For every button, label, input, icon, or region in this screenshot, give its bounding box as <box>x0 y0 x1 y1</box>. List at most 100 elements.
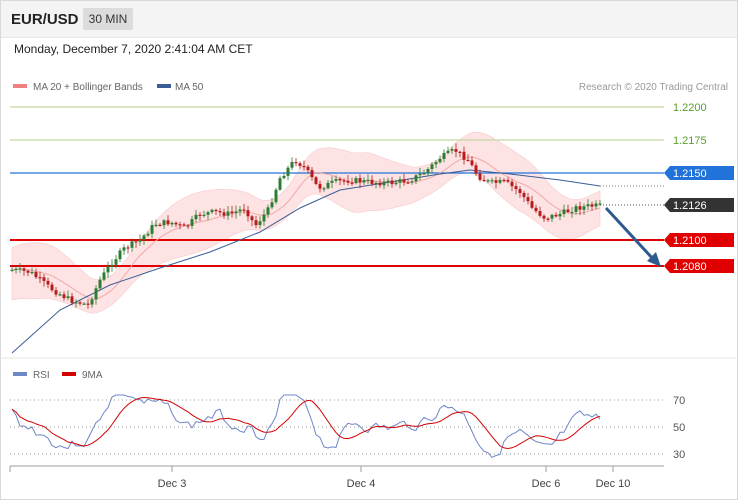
candle-body <box>58 294 62 296</box>
legend-9ma-label: 9MA <box>82 370 103 381</box>
candle-body <box>62 294 66 299</box>
candle-body <box>314 177 318 184</box>
x-label-dec10: Dec 10 <box>596 478 631 490</box>
candle-body <box>494 180 498 183</box>
candle-body <box>430 164 434 169</box>
level-1-2175: 1.2175 <box>673 135 707 147</box>
candle-body <box>538 211 542 216</box>
candle-body <box>406 182 410 184</box>
candle-body <box>318 183 322 189</box>
candle-body <box>50 284 54 291</box>
candle-body <box>462 151 466 160</box>
forecast-arrow-head <box>647 252 661 267</box>
level-1-2150: 1.2150 <box>673 168 707 180</box>
legend-swatch-9ma <box>62 372 76 376</box>
candle-body <box>18 268 22 270</box>
research-credit: Research © 2020 Trading Central <box>579 82 728 93</box>
candle-body <box>38 277 42 279</box>
candle-body <box>566 209 570 212</box>
candle-body <box>446 150 450 153</box>
candle-body <box>514 186 518 190</box>
candle-body <box>554 214 558 217</box>
candle-body <box>34 272 38 278</box>
candle-body <box>402 179 406 183</box>
legend-rsi-label: RSI <box>33 370 50 381</box>
candle-body <box>474 165 478 174</box>
candle-body <box>294 162 298 164</box>
candle-body <box>82 303 86 305</box>
candle-body <box>506 179 510 182</box>
candle-body <box>422 173 426 175</box>
tag-bg-1-2126 <box>664 198 734 212</box>
candle-body <box>342 180 346 182</box>
legend-swatch-rsi <box>13 372 27 376</box>
tag-bg-1-2100 <box>664 233 734 247</box>
candle-body <box>486 180 490 182</box>
candle-body <box>542 215 546 219</box>
candle-body <box>194 214 198 220</box>
candle-body <box>366 179 370 181</box>
candle-body <box>246 210 250 217</box>
candle-body <box>166 220 170 225</box>
symbol-label: EUR/USD <box>11 11 79 28</box>
candle-body <box>590 204 594 207</box>
candle-body <box>210 209 214 213</box>
candle-body <box>114 259 118 265</box>
candle-body <box>158 224 162 226</box>
x-label-dec6: Dec 6 <box>532 478 561 490</box>
candle-body <box>334 179 338 181</box>
candle-body <box>230 211 234 214</box>
candle-body <box>118 250 122 260</box>
candle-body <box>90 299 94 305</box>
candle-body <box>162 220 166 226</box>
candle-body <box>326 182 330 189</box>
candle-body <box>522 193 526 198</box>
candle-body <box>586 204 590 207</box>
candle-body <box>14 268 18 271</box>
candle-body <box>598 203 602 205</box>
candle-body <box>198 214 202 216</box>
candle-body <box>546 218 550 220</box>
candle-body <box>466 159 470 162</box>
candle-body <box>498 179 502 183</box>
candle-body <box>186 225 190 227</box>
candle-body <box>578 206 582 210</box>
candle-body <box>398 179 402 183</box>
candle-body <box>418 173 422 176</box>
candle-body <box>54 290 58 295</box>
candle-body <box>258 221 262 225</box>
candle-body <box>214 209 218 212</box>
candle-body <box>142 235 146 240</box>
candle-body <box>10 269 14 272</box>
legend-ma20-label: MA 20 + Bollinger Bands <box>33 82 143 93</box>
candle-body <box>270 202 274 208</box>
candle-body <box>122 247 126 251</box>
rsi-9ma-line <box>11 396 601 450</box>
candle-body <box>450 149 454 151</box>
candle-body <box>378 182 382 186</box>
candle-body <box>562 209 566 214</box>
candle-body <box>322 188 326 190</box>
candle-body <box>226 211 230 216</box>
candle-body <box>470 160 474 166</box>
forecast-arrow <box>604 206 656 262</box>
candle-body <box>454 149 458 152</box>
candle-body <box>30 272 34 274</box>
tag-bg-1-2150 <box>664 166 734 180</box>
candle-body <box>250 216 254 221</box>
candle-body <box>22 268 26 271</box>
candle-body <box>350 182 354 184</box>
candle-body <box>410 181 414 183</box>
candles-group <box>10 143 602 309</box>
timeframe-badge[interactable]: 30 MIN <box>83 8 133 30</box>
level-1-2100: 1.2100 <box>673 235 707 247</box>
candle-body <box>150 225 154 234</box>
candle-body <box>490 180 494 182</box>
candle-body <box>126 247 130 249</box>
candle-body <box>138 239 142 242</box>
candle-body <box>106 266 110 273</box>
candle-body <box>530 201 534 208</box>
candle-body <box>134 241 138 243</box>
level-1-2200: 1.2200 <box>673 102 707 114</box>
